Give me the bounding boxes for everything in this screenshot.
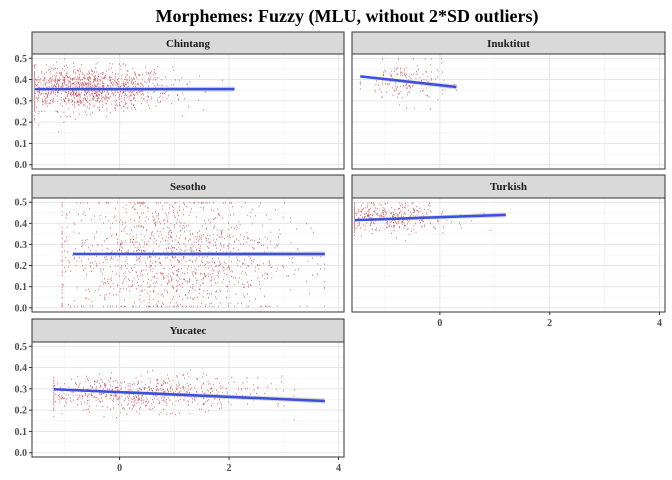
x-tick-label: 2 — [547, 318, 552, 329]
y-tick-label: 0.0 — [15, 303, 28, 314]
strip-label: Yucatec — [170, 325, 207, 337]
y-tick-label: 0.0 — [15, 160, 28, 171]
data-points — [34, 58, 224, 133]
facet-panels: Chintang 0.0 0.1 0.2 0.3 0.4 0.5 Inuktitut Sesot… — [15, 31, 666, 474]
strip-label: Sesotho — [170, 181, 207, 193]
panel-border — [351, 53, 666, 170]
y-tick-label: 0.4 — [15, 363, 28, 374]
panel-sesotho: Sesotho 0.0 0.1 0.2 0.3 0.4 0.5 — [15, 174, 345, 314]
panel-yucatec: Yucatec 0.0 0.1 0.2 0.3 0.4 0.5 0 2 4 — [15, 318, 345, 474]
chart-title: Morphemes: Fuzzy (MLU, without 2*SD outl… — [156, 6, 539, 27]
y-tick-label: 0.3 — [15, 96, 28, 107]
y-tick-label: 0.3 — [15, 384, 28, 395]
y-tick-label: 0.2 — [15, 261, 28, 272]
panel-border — [31, 53, 345, 170]
regression-line — [354, 213, 506, 222]
panel-turkish: Turkish 0 2 4 — [351, 174, 666, 329]
y-tick-label: 0.4 — [15, 75, 28, 86]
x-tick-label: 0 — [437, 318, 442, 329]
y-tick-label: 0.2 — [15, 118, 28, 129]
panel-chintang: Chintang 0.0 0.1 0.2 0.3 0.4 0.5 — [15, 31, 345, 171]
x-tick-label: 0 — [117, 463, 122, 474]
panel-inuktitut: Inuktitut — [351, 31, 666, 170]
y-tick-label: 0.5 — [15, 198, 28, 209]
panel-border — [351, 197, 666, 313]
regression-line — [53, 388, 325, 403]
point-marks — [34, 58, 224, 133]
y-tick-label: 0.1 — [15, 139, 28, 150]
panel-border — [31, 341, 345, 458]
panel-border — [31, 197, 345, 313]
strip-label: Inuktitut — [487, 38, 530, 50]
regression-line — [360, 75, 457, 89]
y-tick-label: 0.0 — [15, 448, 28, 459]
y-tick-label: 0.1 — [15, 282, 28, 293]
y-tick-label: 0.5 — [15, 54, 28, 65]
x-tick-label: 4 — [657, 318, 662, 329]
y-tick-label: 0.5 — [15, 342, 28, 353]
x-tick-label: 2 — [227, 463, 232, 474]
x-tick-label: 4 — [336, 463, 341, 474]
y-tick-label: 0.1 — [15, 427, 28, 438]
strip-label: Turkish — [490, 181, 527, 193]
strip-label: Chintang — [166, 38, 211, 50]
y-tick-label: 0.3 — [15, 240, 28, 251]
y-tick-label: 0.2 — [15, 406, 28, 417]
y-tick-label: 0.4 — [15, 219, 28, 230]
